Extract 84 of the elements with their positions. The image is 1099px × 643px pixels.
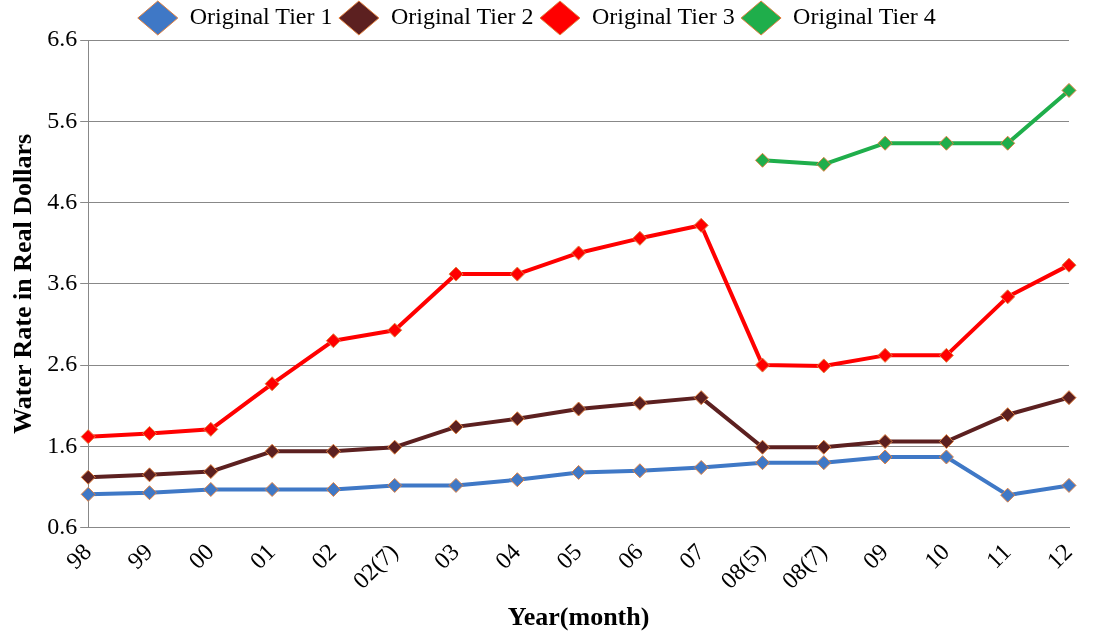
point — [509, 472, 525, 488]
point — [938, 449, 954, 465]
point — [1000, 487, 1016, 503]
point — [142, 467, 157, 483]
x-tick-label: 10 — [919, 538, 955, 574]
point — [938, 434, 954, 450]
y-axis-title: Water Rate in Real Dollars — [8, 133, 38, 434]
x-tick-label: 98 — [60, 538, 97, 574]
point — [509, 411, 525, 427]
point — [877, 347, 893, 363]
point — [938, 347, 954, 363]
x-tick-label: 02 — [306, 538, 342, 574]
point — [203, 481, 219, 497]
point — [387, 439, 403, 455]
x-tick-label: 11 — [980, 538, 1016, 574]
x-tick-label: 06 — [612, 538, 648, 574]
point — [448, 266, 464, 282]
point — [693, 460, 709, 476]
y-tick-label: 0.6 — [47, 512, 78, 539]
point — [816, 358, 832, 374]
point — [142, 425, 157, 441]
legend-label: Original Tier 4 — [793, 3, 936, 30]
legend-label: Original Tier 2 — [390, 3, 534, 30]
y-tick-label: 2.6 — [47, 350, 78, 377]
point — [1061, 477, 1077, 493]
point — [387, 322, 403, 338]
point — [203, 421, 219, 437]
x-tick-label: 04 — [489, 538, 526, 574]
y-tick-label: 3.6 — [47, 269, 78, 296]
point — [877, 449, 893, 465]
point — [1000, 135, 1016, 151]
y-tick-label: 5.6 — [47, 106, 78, 133]
x-tick-label: 01 — [244, 538, 281, 574]
point — [448, 419, 464, 435]
point — [632, 230, 648, 246]
point — [80, 429, 96, 445]
point — [755, 439, 770, 455]
x-tick-label: 07 — [673, 538, 710, 574]
x-tick-label: 00 — [183, 538, 219, 574]
x-axis-title: Year(month) — [507, 602, 650, 632]
x-tick-label: 03 — [428, 538, 464, 574]
point — [80, 469, 96, 485]
point — [325, 481, 341, 497]
x-tick-label: 05 — [551, 538, 587, 574]
point — [264, 443, 280, 459]
legend-label: Original Tier 3 — [592, 3, 735, 30]
point — [387, 477, 403, 493]
point — [693, 390, 709, 406]
point — [203, 464, 219, 480]
point — [325, 333, 341, 349]
x-tick-label: 12 — [1041, 538, 1077, 574]
point — [571, 464, 587, 480]
point — [1000, 289, 1016, 305]
point — [816, 439, 832, 455]
point — [938, 135, 954, 151]
point — [816, 156, 832, 172]
point — [755, 357, 770, 373]
point — [1000, 407, 1016, 423]
x-tick-label: 09 — [857, 538, 894, 574]
point — [264, 376, 280, 392]
y-tick-label: 1.6 — [47, 431, 78, 458]
point — [632, 395, 648, 411]
point — [448, 477, 464, 493]
point — [509, 266, 525, 282]
y-tick-label: 4.6 — [47, 187, 78, 214]
x-tick-label: 99 — [122, 538, 158, 574]
point — [1061, 257, 1077, 273]
point — [1061, 82, 1077, 98]
point — [571, 245, 587, 261]
point — [571, 401, 587, 417]
point — [1061, 390, 1077, 406]
point — [755, 152, 770, 168]
point — [755, 455, 770, 471]
point — [693, 217, 709, 233]
point — [877, 135, 893, 151]
point — [877, 434, 893, 450]
legend-label: Original Tier 1 — [189, 3, 333, 30]
point — [80, 486, 96, 502]
point — [816, 455, 832, 471]
y-tick-label: 6.6 — [47, 25, 78, 52]
point — [264, 481, 280, 497]
point — [325, 443, 341, 459]
point — [142, 485, 157, 501]
point — [632, 463, 648, 479]
